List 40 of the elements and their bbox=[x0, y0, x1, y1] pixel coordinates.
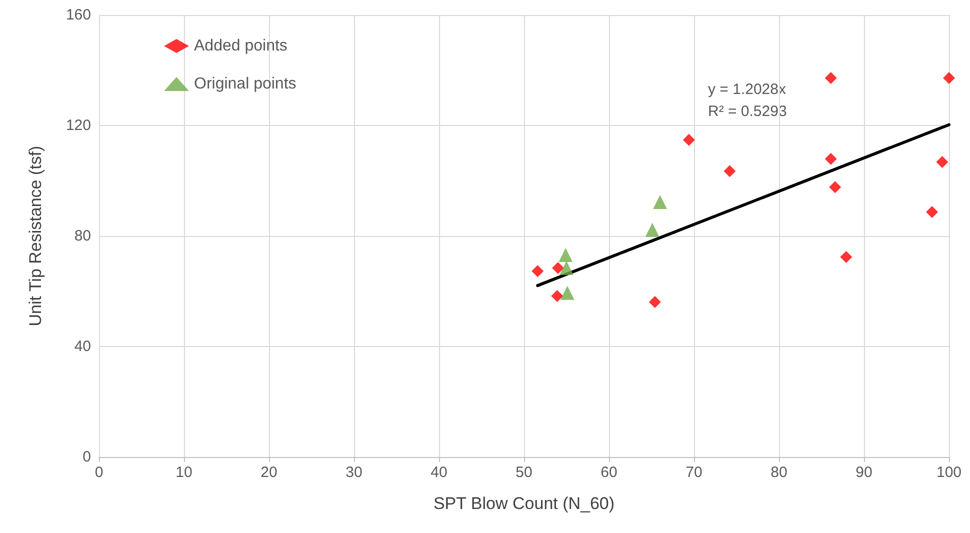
x-tick-label: 70 bbox=[686, 464, 702, 481]
point bbox=[532, 265, 544, 278]
x-tick-label: 100 bbox=[936, 464, 962, 481]
point bbox=[829, 181, 842, 194]
y-tick-label: 160 bbox=[66, 6, 91, 24]
annotation: R² = 0.5293 bbox=[708, 103, 787, 120]
x-tick-label: 20 bbox=[260, 464, 278, 481]
point bbox=[558, 248, 573, 262]
point bbox=[682, 134, 695, 146]
y-tick-label: 40 bbox=[74, 338, 91, 355]
annotation: y = 1.2028x bbox=[708, 81, 786, 98]
x-tick-label: 30 bbox=[346, 464, 362, 481]
point bbox=[552, 262, 564, 274]
x-tick-label: 10 bbox=[176, 464, 192, 481]
point bbox=[724, 165, 736, 178]
y-axis-title: Unit Tip Resistance (tsf) bbox=[26, 146, 45, 326]
x-tick-label: 80 bbox=[770, 464, 788, 481]
point bbox=[943, 72, 955, 84]
point bbox=[926, 206, 938, 218]
point bbox=[645, 222, 660, 237]
point bbox=[840, 250, 852, 263]
point bbox=[551, 290, 564, 302]
point bbox=[936, 156, 948, 168]
x-tick-label: 40 bbox=[430, 464, 448, 481]
point bbox=[824, 152, 837, 165]
point bbox=[560, 261, 574, 276]
x-tick-label: 60 bbox=[600, 464, 618, 481]
x-tick-label: 0 bbox=[94, 464, 104, 481]
y-tick-label: 120 bbox=[66, 117, 91, 134]
point bbox=[648, 296, 661, 308]
x-tick-label: 90 bbox=[856, 464, 872, 481]
legend-label: Added points bbox=[194, 38, 288, 54]
y-tick-label: 80 bbox=[74, 228, 91, 244]
legend-label: Original points bbox=[194, 76, 296, 92]
x-tick-label: 50 bbox=[516, 464, 532, 481]
point bbox=[824, 72, 837, 84]
point bbox=[653, 195, 667, 210]
y-tick-label: 0 bbox=[82, 448, 91, 466]
point bbox=[560, 286, 574, 300]
x-axis-title: SPT Blow Count (N_60) bbox=[433, 494, 615, 513]
